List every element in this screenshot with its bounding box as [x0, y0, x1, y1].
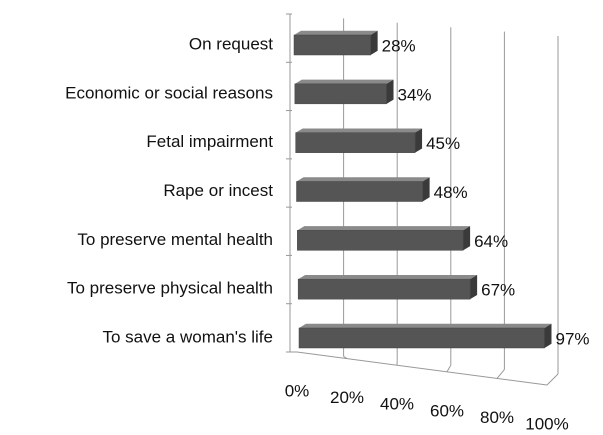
bar-top — [294, 79, 394, 84]
floor-front — [296, 351, 548, 386]
bar-top — [297, 226, 471, 231]
value-label: 45% — [426, 134, 460, 153]
value-label: 34% — [398, 85, 432, 104]
bar-end — [544, 323, 552, 348]
bar-top — [296, 177, 430, 182]
floor-grid — [546, 373, 559, 386]
bar-top — [299, 323, 552, 328]
category-label: To preserve physical health — [67, 279, 273, 298]
value-label: 28% — [382, 36, 416, 55]
value-label: 64% — [474, 232, 508, 251]
x-tick-label: 60% — [430, 401, 464, 420]
bar-top — [294, 30, 378, 35]
value-label: 67% — [481, 281, 515, 300]
category-label: Rape or incest — [163, 181, 273, 200]
bar — [295, 132, 416, 153]
bar-end — [470, 274, 478, 300]
bar-end — [422, 177, 430, 202]
bar-top — [295, 128, 423, 133]
bar-end — [463, 226, 471, 251]
x-tick-label: 20% — [330, 388, 364, 407]
bar-end — [415, 128, 423, 153]
category-label: To save a woman's life — [103, 327, 274, 346]
category-label: To preserve mental health — [77, 230, 273, 249]
bar — [297, 278, 471, 300]
floor-grid — [496, 369, 505, 379]
bar-top — [298, 274, 478, 280]
value-label: 48% — [434, 183, 468, 202]
bar-end — [386, 79, 394, 104]
bar — [297, 230, 464, 251]
bar — [294, 83, 387, 105]
value-label: 97% — [556, 329, 590, 348]
bar — [298, 327, 545, 349]
floor-grid — [446, 364, 452, 373]
x-tick-label: 100% — [525, 414, 568, 433]
bar-end — [370, 30, 378, 55]
floor-grid — [343, 355, 348, 360]
category-label: On request — [189, 34, 273, 53]
bar — [293, 34, 371, 56]
bar — [296, 181, 423, 202]
category-label: Fetal impairment — [146, 132, 273, 151]
x-tick-label: 0% — [285, 381, 310, 400]
x-tick-label: 80% — [480, 408, 514, 427]
category-label: Economic or social reasons — [65, 83, 273, 102]
x-tick-label: 40% — [380, 395, 414, 414]
